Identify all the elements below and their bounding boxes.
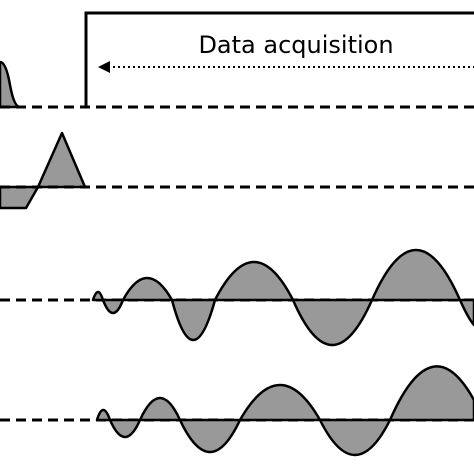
acquisition-label: Data acquisition <box>198 31 393 59</box>
acquisition-arrow-head <box>98 61 110 73</box>
signal-1 <box>91 248 474 346</box>
acquisition-box <box>84 11 474 107</box>
signal-2 <box>95 365 474 457</box>
